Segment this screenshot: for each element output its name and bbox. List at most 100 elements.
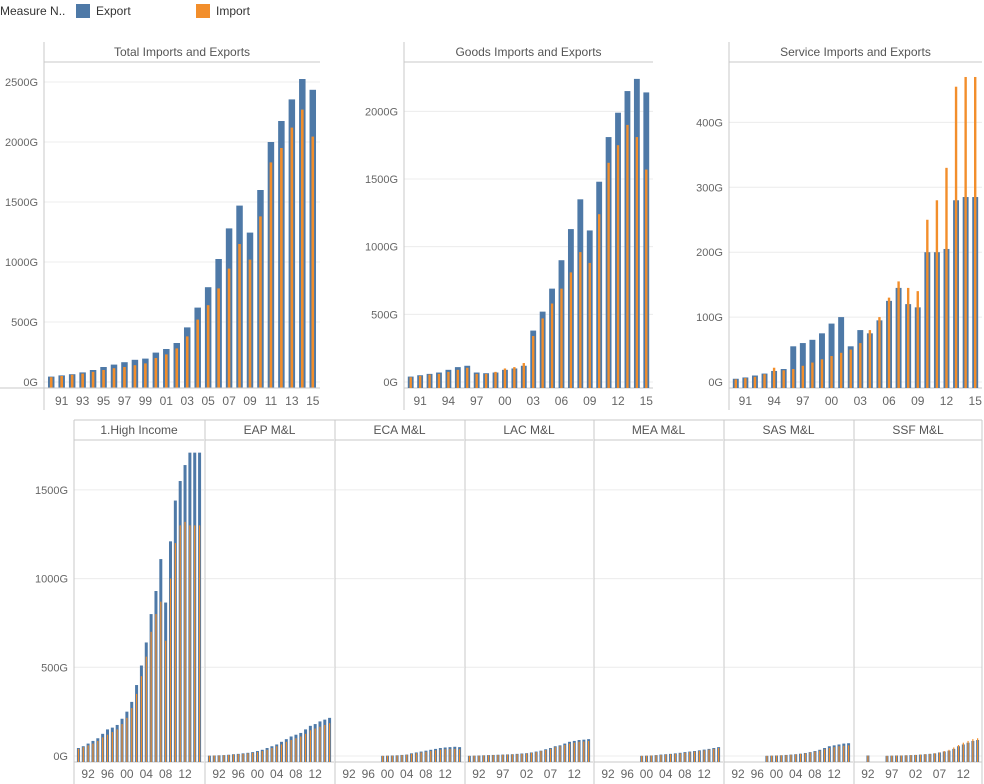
import-bar xyxy=(900,755,902,762)
export-bar xyxy=(799,343,806,388)
import-bar xyxy=(766,755,768,762)
import-bar xyxy=(145,656,147,762)
x-tick-label: 03 xyxy=(854,394,868,408)
x-tick-label: 03 xyxy=(181,394,195,408)
x-tick-label: 97 xyxy=(885,767,899,781)
y-tick-label: 1000G xyxy=(35,574,68,586)
import-bar xyxy=(238,244,241,388)
import-bar xyxy=(809,752,811,762)
import-bar xyxy=(804,753,806,762)
y-tick-label: 1500G xyxy=(35,485,68,497)
x-tick-label: 92 xyxy=(601,767,615,781)
import-bar xyxy=(549,748,552,762)
import-bar xyxy=(568,743,571,762)
import-bar xyxy=(97,740,99,762)
import-bar xyxy=(309,730,311,762)
x-tick-label: 12 xyxy=(697,767,711,781)
x-tick-label: 12 xyxy=(308,767,322,781)
import-bar xyxy=(269,162,273,388)
y-tick-label: 1000G xyxy=(5,257,38,269)
import-bar xyxy=(154,358,158,388)
import-bar xyxy=(554,747,556,762)
import-bar xyxy=(924,754,926,762)
x-tick-label: 00 xyxy=(770,767,784,781)
import-bar xyxy=(521,753,523,762)
import-bar xyxy=(645,755,648,762)
import-bar xyxy=(820,359,824,388)
import-bar xyxy=(49,377,53,388)
import-bar xyxy=(926,219,929,388)
import-bar xyxy=(938,752,941,762)
import-bar xyxy=(734,379,737,388)
import-bar xyxy=(111,732,113,762)
y-tick-label: 2500G xyxy=(5,77,38,89)
import-bar xyxy=(386,755,389,762)
import-bar xyxy=(213,755,215,762)
x-tick-label: 13 xyxy=(285,394,299,408)
import-bar xyxy=(891,755,893,762)
x-tick-label: 00 xyxy=(498,394,512,408)
import-bar xyxy=(772,367,776,388)
x-tick-label: 09 xyxy=(243,394,257,408)
import-bar xyxy=(693,751,696,762)
x-tick-label: 12 xyxy=(611,394,625,408)
x-tick-label: 97 xyxy=(796,394,810,408)
import-bar xyxy=(102,370,105,388)
import-bar xyxy=(943,751,945,762)
import-bar xyxy=(578,741,580,762)
import-bar xyxy=(847,745,850,762)
x-tick-label: 92 xyxy=(731,767,745,781)
import-bar xyxy=(242,753,244,762)
y-tick-label: 200G xyxy=(696,247,723,259)
import-bar xyxy=(174,543,176,762)
import-bar xyxy=(415,753,417,762)
import-bar xyxy=(494,371,497,388)
import-bar xyxy=(833,747,835,762)
x-tick-label: 04 xyxy=(400,767,414,781)
import-bar xyxy=(247,753,249,762)
import-bar xyxy=(828,748,830,762)
x-tick-label: 12 xyxy=(957,767,971,781)
import-bar xyxy=(285,741,287,762)
import-bar xyxy=(814,751,816,762)
legend-title: Measure N.. xyxy=(0,4,66,18)
import-bar xyxy=(506,754,509,762)
x-tick-label: 12 xyxy=(940,394,954,408)
import-bar xyxy=(868,330,872,388)
import-bar xyxy=(763,374,766,388)
import-bar xyxy=(919,754,921,762)
legend: Measure N.. Export Import xyxy=(0,0,400,24)
import-bar xyxy=(266,749,268,762)
import-bar xyxy=(867,755,869,762)
x-tick-label: 97 xyxy=(496,767,510,781)
import-bar xyxy=(838,746,840,762)
import-bar xyxy=(328,723,331,762)
x-tick-label: 12 xyxy=(438,767,452,781)
import-bar xyxy=(458,749,461,762)
import-bar xyxy=(541,318,544,388)
import-bar xyxy=(487,755,490,762)
import-bar xyxy=(516,754,518,762)
import-bar xyxy=(689,752,691,762)
import-bar xyxy=(957,745,960,762)
x-tick-label: 04 xyxy=(659,767,673,781)
import-bar xyxy=(165,640,167,762)
import-bar xyxy=(232,754,235,762)
import-bar xyxy=(550,303,554,388)
import-bar xyxy=(513,367,516,388)
import-bar xyxy=(597,214,601,388)
import-bar xyxy=(698,751,700,762)
import-bar xyxy=(165,354,168,388)
y-tick-label: 500G xyxy=(41,662,68,674)
import-bar xyxy=(276,746,278,762)
x-tick-label: 04 xyxy=(270,767,284,781)
panel-title: Service Imports and Exports xyxy=(780,45,931,59)
import-bar xyxy=(535,752,537,762)
import-bar xyxy=(522,363,525,388)
import-bar xyxy=(583,741,585,762)
import-bar xyxy=(228,754,230,762)
y-tick-label: 1500G xyxy=(365,174,398,186)
import-bar xyxy=(261,751,263,762)
import-bar xyxy=(70,374,74,388)
import-bar xyxy=(906,287,910,388)
